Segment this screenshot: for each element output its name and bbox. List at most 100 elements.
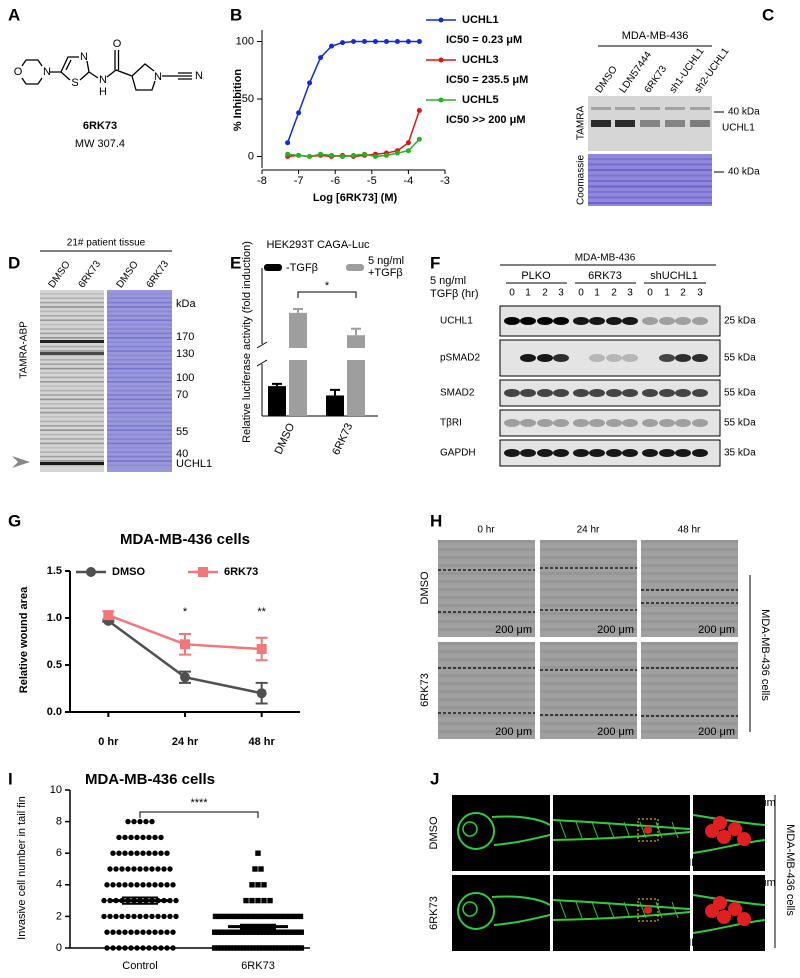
dot (122, 929, 128, 935)
band (537, 449, 553, 457)
panel-label: B (230, 5, 242, 24)
dot (116, 929, 122, 935)
lane-label: DMSO (115, 259, 141, 290)
dot (217, 913, 224, 920)
dot (146, 882, 152, 888)
size-marker: 55 kDa (724, 353, 756, 364)
band (690, 120, 710, 127)
legend-note: 5 ng/ml (368, 255, 404, 267)
dot (229, 929, 235, 935)
dot (262, 913, 269, 920)
dot (122, 834, 128, 841)
panel-label: C (762, 5, 774, 24)
size-marker: 55 kDa (724, 388, 756, 399)
band (40, 451, 104, 453)
texture (540, 620, 637, 623)
dot (146, 834, 152, 841)
dot (252, 913, 259, 920)
band (40, 352, 104, 355)
tumor-cells (728, 902, 742, 916)
band (588, 163, 712, 166)
texture (540, 650, 637, 653)
dot (250, 929, 256, 935)
dot (161, 866, 167, 872)
size-marker: 55 kDa (724, 418, 756, 429)
legend-swatch (346, 264, 364, 271)
texture (438, 706, 535, 709)
dot (257, 913, 264, 920)
vessel (559, 821, 567, 839)
texture (540, 714, 637, 717)
dot (224, 945, 231, 951)
marker (86, 567, 96, 577)
marker (372, 39, 378, 44)
dot (261, 897, 267, 904)
texture (438, 580, 535, 583)
dot (253, 929, 259, 935)
dot (295, 929, 301, 935)
band (573, 389, 589, 397)
dot (134, 850, 140, 856)
dot (110, 945, 116, 951)
texture (540, 682, 637, 685)
band (520, 354, 536, 362)
band (622, 317, 638, 325)
band (573, 449, 589, 457)
legend-label: +TGFβ (368, 267, 403, 279)
compound-name: 6RK73 (83, 120, 117, 132)
band (107, 293, 172, 295)
texture (438, 572, 535, 575)
band (622, 354, 638, 362)
tumor-cells (644, 826, 652, 834)
band (675, 389, 691, 397)
tumor-cells (713, 816, 727, 830)
dot (107, 866, 113, 872)
significance: * (183, 606, 188, 618)
band (107, 442, 172, 445)
band (692, 389, 708, 397)
fish-body (491, 895, 551, 926)
y-tick-label: 8 (56, 816, 62, 828)
band (107, 447, 172, 449)
y-axis-label: Invasive cell number in tail fin (16, 796, 28, 940)
texture (540, 628, 637, 631)
band (659, 389, 675, 397)
dot (104, 929, 110, 935)
dot (266, 945, 272, 951)
texture (540, 722, 637, 725)
dot (143, 913, 149, 920)
dot (101, 913, 107, 920)
texture (438, 620, 535, 623)
dot (134, 834, 140, 841)
atom-label: H (99, 86, 107, 98)
dot (218, 945, 224, 951)
group-label: shUCHL1 (650, 270, 698, 282)
y-tick-label: 1.5 (47, 565, 62, 577)
lane-label: DMSO (594, 64, 620, 95)
band (588, 202, 712, 204)
dot (116, 834, 122, 841)
texture (641, 698, 738, 701)
band (107, 403, 172, 405)
y-tick-label: 0 (56, 942, 62, 954)
dot (267, 913, 274, 920)
marker (405, 140, 411, 146)
band (504, 317, 520, 325)
dot (158, 850, 164, 856)
dot (284, 929, 291, 935)
band (665, 120, 685, 127)
dot (152, 945, 158, 951)
band (40, 297, 104, 299)
dot (152, 929, 158, 935)
y-tick-label: 100 (236, 35, 254, 47)
fluorescence-image (553, 795, 690, 871)
band (659, 354, 675, 362)
texture (438, 690, 535, 693)
texture (540, 572, 637, 575)
chart-title: HEK293T CAGA-Luc (266, 239, 370, 251)
band (692, 449, 708, 457)
marker (180, 639, 190, 650)
band (537, 419, 553, 427)
dot (116, 850, 122, 856)
dot (242, 913, 249, 920)
